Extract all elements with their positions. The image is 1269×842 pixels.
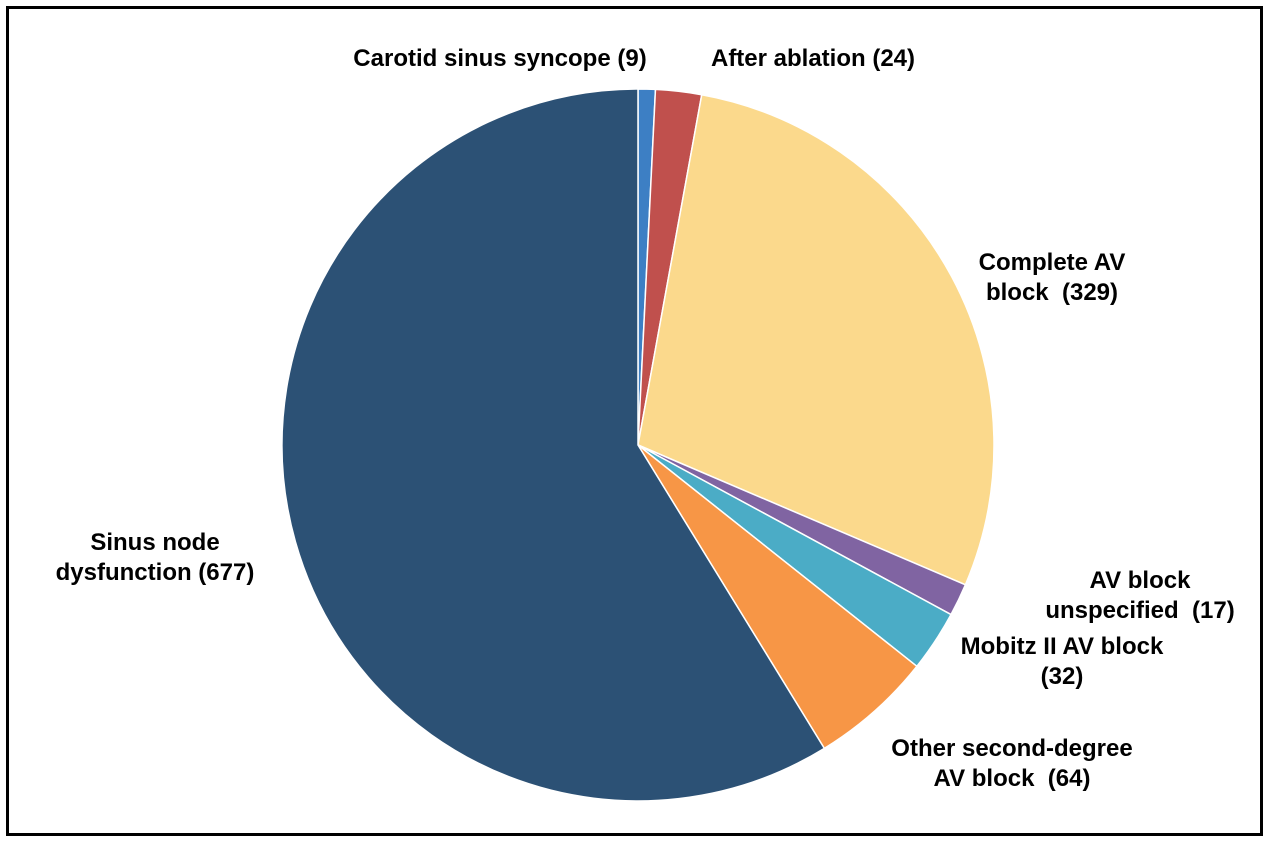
pie-labels: Carotid sinus syncope (9) After ablation …: [56, 45, 1235, 792]
pie-label-line: Other second-degree: [891, 735, 1132, 762]
pie-label-other-second-degree-av-block: Other second-degree AV block (64): [891, 735, 1132, 792]
pie-label-line: AV block (64): [934, 765, 1091, 792]
pie-label-line: After ablation (24): [711, 45, 915, 72]
pie-slices: [281, 88, 995, 802]
pie-label-line: Complete AV: [979, 249, 1126, 276]
pie-label-line: dysfunction (677): [56, 559, 255, 586]
pie-label-av-block-unspecified: AV block unspecified (17): [1045, 567, 1234, 624]
pie-label-line: (32): [1041, 663, 1084, 690]
pie-label-line: block (329): [986, 279, 1118, 306]
pie-label-mobitz-ii-av-block: Mobitz II AV block (32): [961, 633, 1164, 690]
pie-slice-complete-av-block: [637, 93, 995, 586]
pie-label-carotid-sinus-syncope: Carotid sinus syncope (9): [353, 45, 646, 72]
pie-label-line: Sinus node: [90, 529, 219, 556]
pie-label-line: AV block: [1090, 567, 1192, 594]
pie-label-line: Mobitz II AV block: [961, 633, 1164, 660]
pie-label-after-ablation: After ablation (24): [711, 45, 915, 72]
pie-label-sinus-node-dysfunction: Sinus node dysfunction (677): [56, 529, 255, 586]
pie-slice-sinus-node-dysfunction: [281, 88, 826, 802]
pie-label-line: unspecified (17): [1045, 597, 1234, 624]
pie-label-complete-av-block: Complete AV block (329): [979, 249, 1126, 306]
pie-label-line: Carotid sinus syncope (9): [353, 45, 646, 72]
